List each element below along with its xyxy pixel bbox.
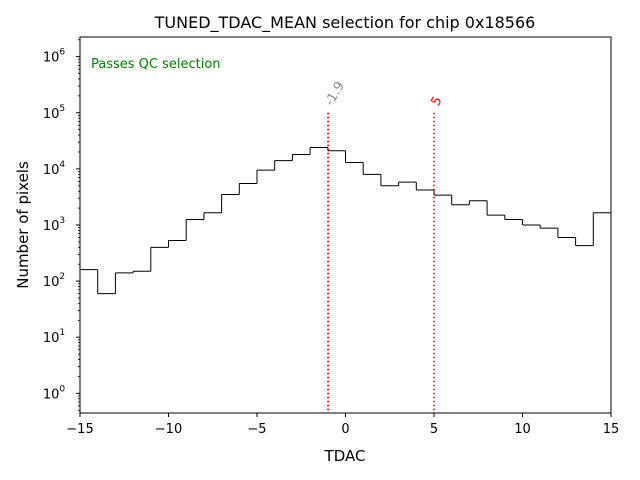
y-tick-label-3: 103	[43, 216, 65, 234]
x-tick-label-5: 10	[514, 422, 531, 437]
x-axis-label: TDAC	[324, 447, 366, 465]
y-tick-label-0: 100	[43, 384, 66, 402]
x-tick-label-1: −10	[155, 422, 182, 437]
y-axis-label: Number of pixels	[14, 161, 32, 289]
x-tick-label-0: −15	[66, 422, 93, 437]
x-tick-label-4: 5	[430, 422, 438, 437]
y-tick-label-4: 104	[43, 160, 66, 178]
x-tick-label-2: −5	[247, 422, 266, 437]
y-tick-label-5: 105	[43, 104, 65, 122]
chart-title: TUNED_TDAC_MEAN selection for chip 0x185…	[154, 13, 536, 33]
y-tick-label-6: 106	[43, 48, 66, 66]
x-tick-label-6: 15	[603, 422, 620, 437]
y-tick-label-2: 102	[43, 272, 65, 290]
y-tick-label-1: 101	[43, 328, 65, 346]
qc-status-text: Passes QC selection	[91, 57, 221, 72]
x-tick-label-3: 0	[341, 422, 349, 437]
